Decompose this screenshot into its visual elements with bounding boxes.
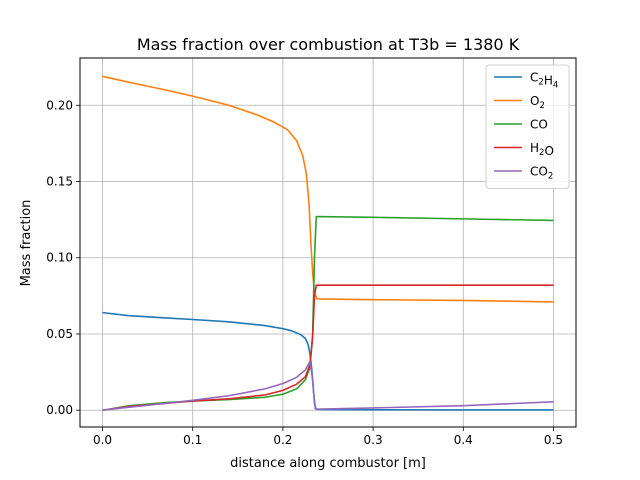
x-tick-label: 0.0: [93, 433, 112, 447]
x-tick-label: 0.1: [183, 433, 202, 447]
legend-label-subscript: 4: [553, 81, 558, 91]
y-tick-label: 0.10: [46, 251, 73, 265]
x-tick-label: 0.4: [454, 433, 473, 447]
series-lines: [102, 75, 554, 412]
y-tick-label: 0.15: [46, 175, 73, 189]
legend-label-text: H: [544, 74, 553, 88]
legend-label: O2: [530, 94, 545, 111]
legend-label-subscript: 2: [539, 101, 544, 111]
series-line-o2: [102, 75, 554, 303]
legend-label: CO2: [530, 165, 553, 182]
y-axis-ticks: 0.00 0.05 0.10 0.15 0.20: [46, 98, 80, 417]
y-axis-label: Mass fraction: [19, 200, 34, 287]
legend-label-text: O: [530, 94, 539, 108]
plot-frame: [79, 57, 577, 428]
legend-label-subscript: 2: [548, 172, 553, 182]
legend-label-subscript: 2: [539, 148, 544, 158]
legend-label: H2O: [530, 141, 554, 158]
legend-label-text: O: [544, 144, 553, 158]
legend-label-text: H: [530, 141, 539, 155]
x-axis-ticks: 0.0 0.1 0.2 0.3 0.4 0.5: [93, 427, 563, 447]
legend-label-subscript: 2: [538, 78, 543, 88]
legend-label-text: CO: [530, 118, 548, 132]
y-tick-label: 0.05: [46, 327, 73, 341]
x-tick-label: 0.3: [364, 433, 383, 447]
y-tick-label: 0.00: [46, 403, 73, 417]
legend-label-text: CO: [530, 165, 548, 179]
legend-label: C2H4: [530, 71, 558, 91]
legend-box: [485, 64, 570, 189]
y-tick-label: 0.20: [46, 98, 73, 112]
x-tick-label: 0.5: [544, 433, 563, 447]
legend-label: CO: [530, 118, 548, 132]
legend-label-text: C: [530, 71, 538, 85]
chart-title: Mass fraction over combustion at T3b = 1…: [137, 35, 520, 54]
series-line-co2: [102, 360, 554, 412]
x-tick-label: 0.2: [273, 433, 292, 447]
x-axis-label: distance along combustor [m]: [230, 456, 426, 471]
